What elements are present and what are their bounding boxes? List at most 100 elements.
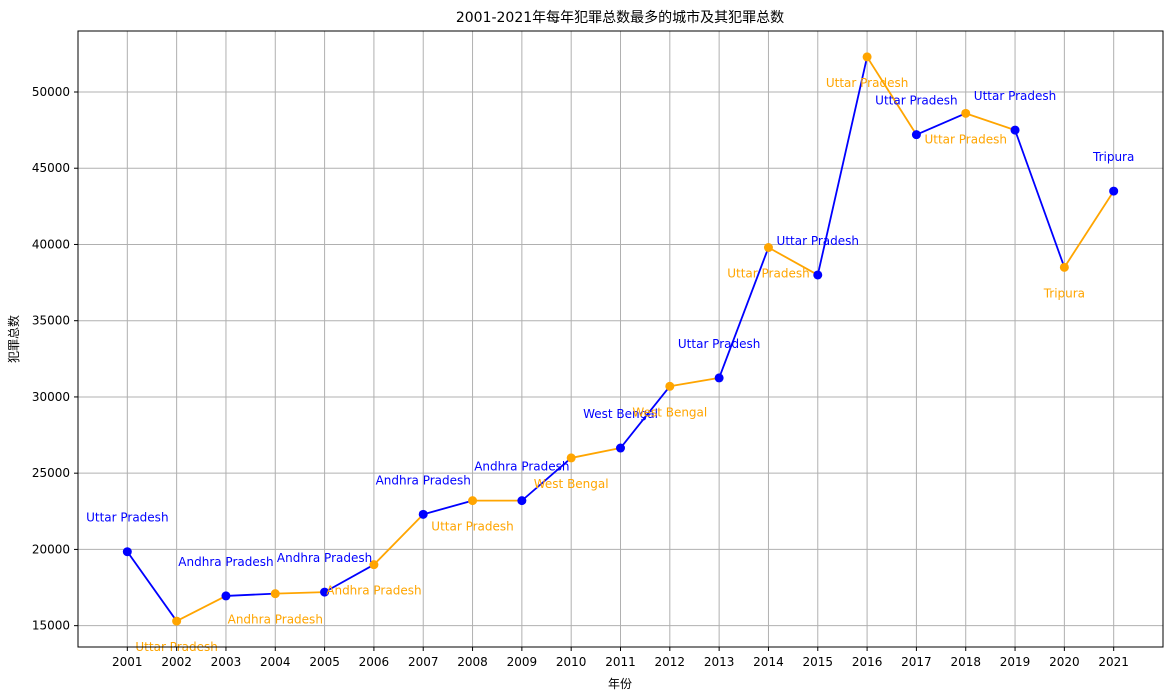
- point-label: Andhra Pradesh: [178, 555, 273, 569]
- series-segment: [275, 591, 325, 595]
- point-labels: Uttar Pradesh Uttar Pradesh Andhra Pradesh…: [86, 76, 1134, 654]
- y-tick-label: 45000: [32, 161, 70, 175]
- x-axis-label: 年份: [608, 677, 632, 691]
- series-segment: [866, 56, 918, 136]
- x-tick-label: 2014: [753, 655, 784, 669]
- x-tick-label: 2003: [211, 655, 242, 669]
- x-tick-label: 2019: [1000, 655, 1031, 669]
- y-tick-label: 15000: [32, 619, 70, 633]
- series-segment: [669, 376, 720, 388]
- point-label: Uttar Pradesh: [974, 89, 1056, 103]
- data-points: [122, 52, 1119, 626]
- point-label: West Bengal: [632, 405, 707, 419]
- x-tick-label: 2017: [901, 655, 932, 669]
- y-tick-label: 50000: [32, 85, 70, 99]
- y-tick-label: 25000: [32, 466, 70, 480]
- x-tick-label: 2018: [950, 655, 981, 669]
- series-segment: [718, 247, 770, 379]
- series-segment: [324, 563, 375, 593]
- x-tick-label: 2007: [408, 655, 439, 669]
- x-tick-label: 2013: [704, 655, 735, 669]
- y-tick-label: 40000: [32, 237, 70, 251]
- x-tick-label: 2015: [802, 655, 833, 669]
- data-point: [418, 509, 428, 519]
- point-label: Andhra Pradesh: [228, 613, 323, 627]
- point-label: Uttar Pradesh: [727, 267, 809, 281]
- data-point: [862, 52, 872, 62]
- y-tick-label: 35000: [32, 314, 70, 328]
- x-tick-label: 2001: [112, 655, 143, 669]
- data-point: [714, 373, 724, 383]
- point-label: Uttar Pradesh: [826, 76, 908, 90]
- x-tick-label: 2002: [161, 655, 192, 669]
- series-segment: [816, 56, 868, 276]
- point-label: West Bengal: [583, 407, 658, 421]
- y-tick-label: 20000: [32, 542, 70, 556]
- x-tick-label: 2012: [655, 655, 686, 669]
- series-segment: [571, 447, 621, 459]
- series-segment: [965, 112, 1016, 131]
- series-segment: [1063, 190, 1115, 268]
- y-axis-label: 犯罪总数: [6, 315, 21, 363]
- data-point: [320, 587, 330, 597]
- series-segment: [422, 499, 473, 516]
- series-segment: [916, 112, 967, 136]
- data-point: [468, 496, 478, 506]
- point-label: Uttar Pradesh: [431, 520, 513, 534]
- x-tick-label: 2005: [309, 655, 340, 669]
- data-point: [911, 130, 921, 140]
- data-point: [566, 453, 576, 463]
- x-tick-label: 2020: [1049, 655, 1080, 669]
- series-segments: [126, 56, 1115, 622]
- series-segment: [619, 385, 671, 449]
- series-segment: [1014, 129, 1066, 268]
- point-label: Uttar Pradesh: [875, 94, 957, 108]
- point-label: Tripura: [1092, 150, 1134, 164]
- point-label: Andhra Pradesh: [277, 551, 372, 565]
- data-point: [270, 589, 280, 599]
- x-tick-label: 2004: [260, 655, 291, 669]
- grid: [78, 31, 1163, 647]
- point-label: Tripura: [1043, 286, 1085, 300]
- data-point: [517, 496, 527, 506]
- x-tick-label: 2008: [457, 655, 488, 669]
- y-axis: 15000 20000 25000 30000 35000 40000 45000 50000: [32, 85, 78, 633]
- data-point: [122, 547, 132, 557]
- series-segment: [768, 246, 819, 276]
- series-segment: [126, 551, 178, 622]
- point-label: Andhra Pradesh: [326, 584, 421, 598]
- series-segment: [176, 595, 227, 622]
- data-point: [369, 560, 379, 570]
- y-tick-label: 30000: [32, 390, 70, 404]
- point-label: Andhra Pradesh: [376, 473, 471, 487]
- point-label: Uttar Pradesh: [924, 132, 1006, 146]
- series-segment: [373, 513, 424, 566]
- data-point: [1109, 186, 1119, 196]
- data-point: [813, 270, 823, 280]
- series-segment: [521, 457, 572, 502]
- data-point: [961, 108, 971, 118]
- x-tick-label: 2016: [852, 655, 883, 669]
- data-point: [172, 616, 182, 626]
- point-label: Uttar Pradesh: [678, 337, 760, 351]
- x-tick-label: 2010: [556, 655, 587, 669]
- point-label: Andhra Pradesh: [474, 460, 569, 474]
- point-label: West Bengal: [534, 477, 609, 491]
- data-point: [1059, 262, 1069, 272]
- point-label: Uttar Pradesh: [86, 511, 168, 525]
- x-axis: 2001 2002 2003 2004 2005 2006 2007 2008 2009 2010…: [112, 647, 1129, 669]
- data-point: [1010, 125, 1020, 135]
- point-label: Uttar Pradesh: [777, 234, 859, 248]
- x-tick-label: 2006: [359, 655, 390, 669]
- series-segment: [225, 592, 276, 597]
- data-point: [616, 443, 625, 453]
- chart-title: 2001-2021年每年犯罪总数最多的城市及其犯罪总数: [456, 9, 784, 26]
- data-point: [665, 381, 675, 391]
- x-tick-label: 2021: [1098, 655, 1129, 669]
- data-point: [763, 243, 773, 253]
- x-tick-label: 2011: [605, 655, 636, 669]
- x-tick-label: 2009: [507, 655, 538, 669]
- data-point: [221, 591, 231, 601]
